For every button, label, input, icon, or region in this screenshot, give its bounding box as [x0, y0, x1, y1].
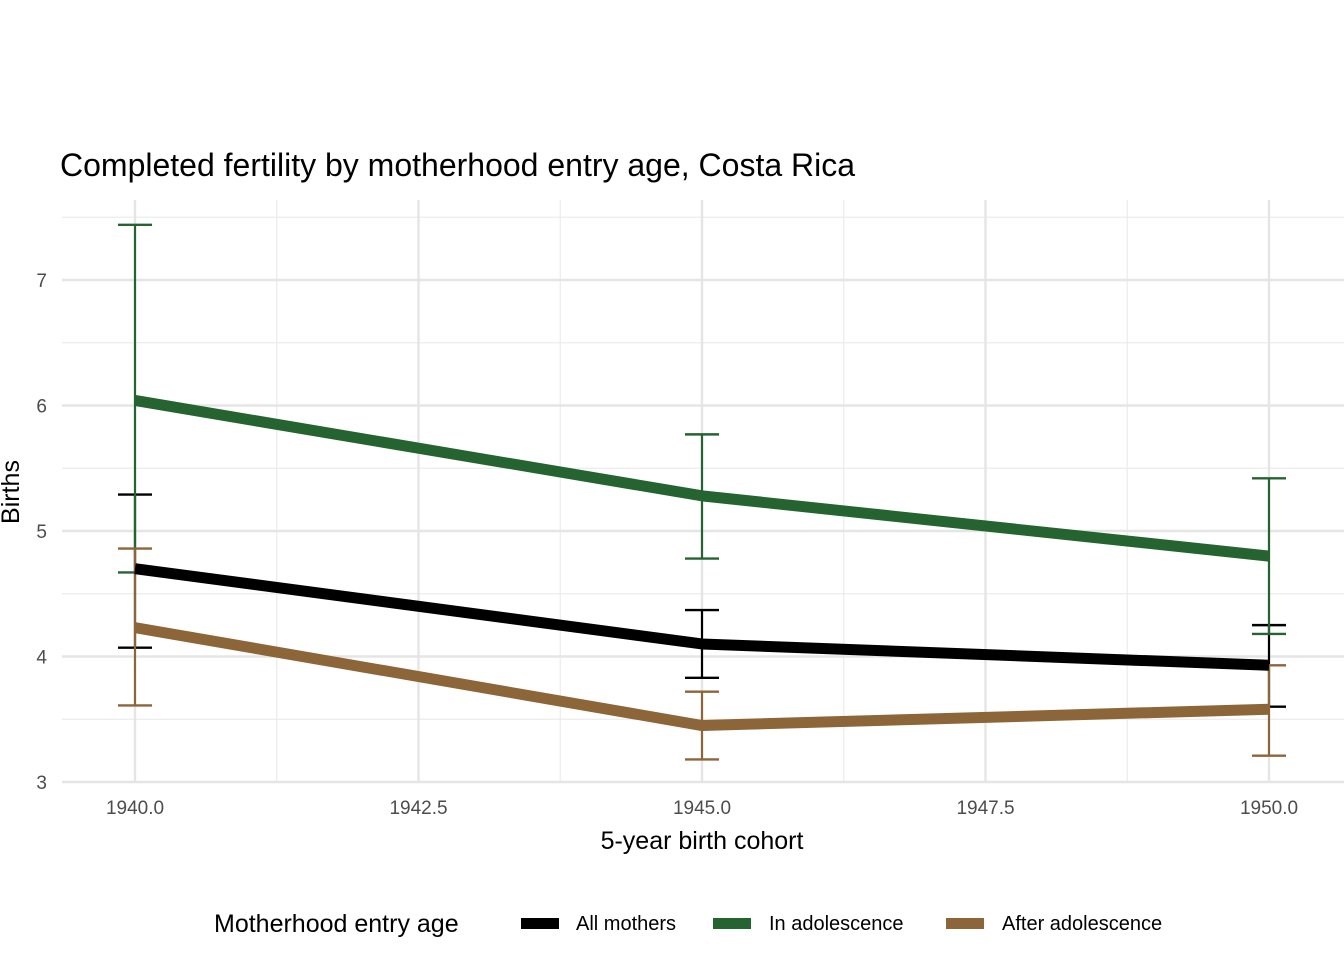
y-axis-title: Births: [0, 460, 25, 524]
series-layer: [118, 223, 1286, 761]
legend-label: All mothers: [576, 913, 676, 935]
legend-key-all-mothers: [521, 918, 559, 929]
x-axis-title: 5-year birth cohort: [601, 827, 804, 855]
y-tick-label: 7: [36, 271, 47, 292]
line-after-adolescence: [134, 622, 1270, 732]
x-tick-label: 1947.5: [956, 798, 1014, 819]
y-axis-ticks: 3 4 5 6 7: [36, 271, 47, 794]
y-tick-label: 5: [36, 522, 47, 543]
y-tick-label: 6: [36, 397, 47, 418]
x-tick-label: 1950.0: [1240, 798, 1298, 819]
x-tick-label: 1940.0: [106, 798, 164, 819]
line-all-mothers: [134, 563, 1270, 671]
x-tick-label: 1942.5: [389, 798, 447, 819]
series-after-adolescence: [118, 547, 1286, 761]
error-bar: [118, 547, 152, 707]
legend-key-after-adolescence: [946, 918, 984, 929]
legend-key-in-adolescence: [713, 918, 751, 929]
line-in-adolescence: [134, 395, 1270, 562]
x-tick-label: 1945.0: [673, 798, 731, 819]
legend-label: In adolescence: [769, 913, 904, 935]
chart-title: Completed fertility by motherhood entry …: [60, 147, 855, 183]
legend-label: After adolescence: [1002, 913, 1162, 935]
y-tick-label: 3: [36, 773, 47, 794]
legend-title: Motherhood entry age: [214, 910, 459, 938]
y-tick-label: 4: [36, 648, 47, 669]
x-axis-ticks: 1940.0 1942.5 1945.0 1947.5 1950.0: [106, 798, 1298, 819]
legend: Motherhood entry age All mothers In adole…: [214, 910, 1162, 938]
